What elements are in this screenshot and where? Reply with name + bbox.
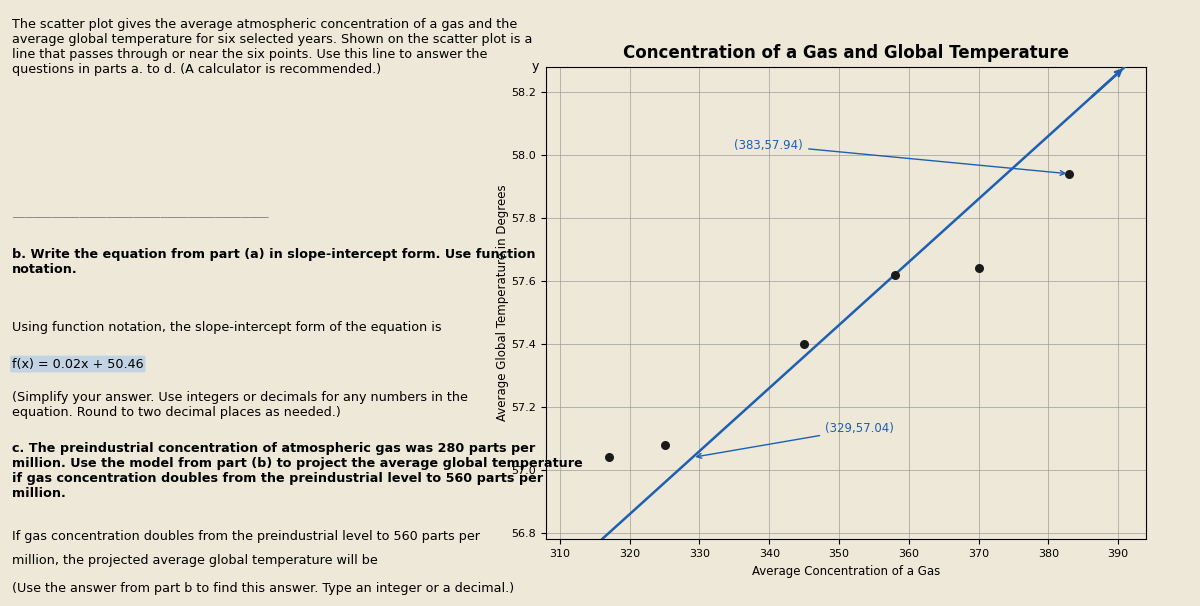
Text: (383,57.94): (383,57.94) [734,139,1064,175]
Point [655,440,674,450]
Text: Using function notation, the slope-intercept form of the equation is: Using function notation, the slope-inter… [12,321,442,334]
Text: b. Write the equation from part (a) in slope-intercept form. Use function
notati: b. Write the equation from part (a) in s… [12,248,535,276]
Text: (Simplify your answer. Use integers or decimals for any numbers in the
equation.: (Simplify your answer. Use integers or d… [12,391,468,419]
Point [794,339,814,349]
X-axis label: Average Concentration of a Gas: Average Concentration of a Gas [752,565,940,578]
Text: f(x) = 0.02x + 50.46: f(x) = 0.02x + 50.46 [12,358,144,370]
Text: (329,57.04): (329,57.04) [697,422,894,458]
Y-axis label: Average Global Temperature in Degrees: Average Global Temperature in Degrees [496,185,509,421]
Text: (Use the answer from part b to find this answer. Type an integer or a decimal.): (Use the answer from part b to find this… [12,582,514,594]
Point [599,453,618,462]
Text: c. The preindustrial concentration of atmospheric gas was 280 parts per
million.: c. The preindustrial concentration of at… [12,442,583,501]
Point [1060,169,1079,179]
Point [886,270,905,279]
Text: If gas concentration doubles from the preindustrial level to 560 parts per: If gas concentration doubles from the pr… [12,530,480,543]
Text: The scatter plot gives the average atmospheric concentration of a gas and the
av: The scatter plot gives the average atmos… [12,18,533,76]
Text: ──────────────────────────────────────: ────────────────────────────────────── [12,212,269,222]
Point [968,264,988,273]
Title: Concentration of a Gas and Global Temperature: Concentration of a Gas and Global Temper… [623,44,1069,62]
Text: million, the projected average global temperature will be: million, the projected average global te… [12,554,378,567]
Text: y: y [532,60,539,73]
